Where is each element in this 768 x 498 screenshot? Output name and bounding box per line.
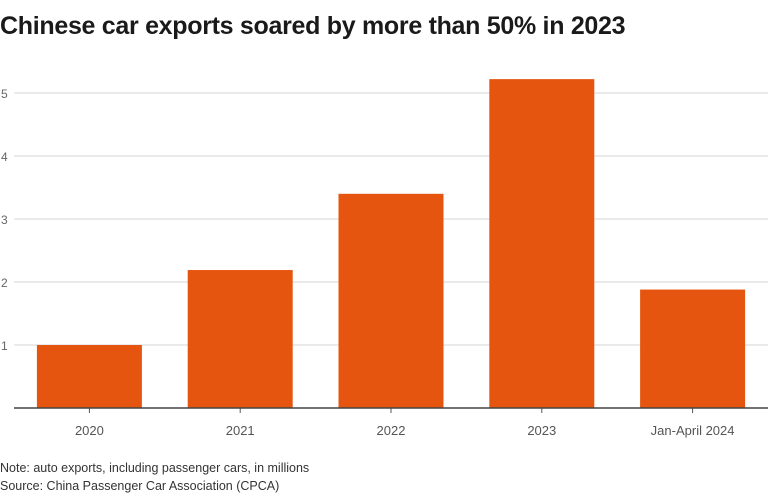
chart-note: Note: auto exports, including passenger … [0,461,310,475]
y-tick-label: 5 [1,87,8,101]
y-tick-label: 4 [1,150,8,164]
bar-2021 [187,270,293,408]
chart-source: Source: China Passenger Car Association … [0,479,280,493]
bar-2023 [489,79,595,408]
y-tick-label: 3 [1,213,8,227]
x-tick-label: 2021 [226,423,255,438]
bar-jan-april-2024 [640,289,746,408]
x-tick-label: Jan-April 2024 [651,423,735,438]
bar-2020 [36,345,142,408]
bar-2022 [338,193,444,408]
x-tick-label: 2023 [527,423,556,438]
y-tick-label: 2 [1,276,8,290]
chart-title: Chinese car exports soared by more than … [0,12,626,40]
x-tick-label: 2020 [75,423,104,438]
y-tick-label: 1 [1,339,8,353]
x-tick-label: 2022 [377,423,406,438]
bar-chart: 1 2 3 4 5 2020 2021 2022 2023 Jan-April 2024 [1,79,768,438]
